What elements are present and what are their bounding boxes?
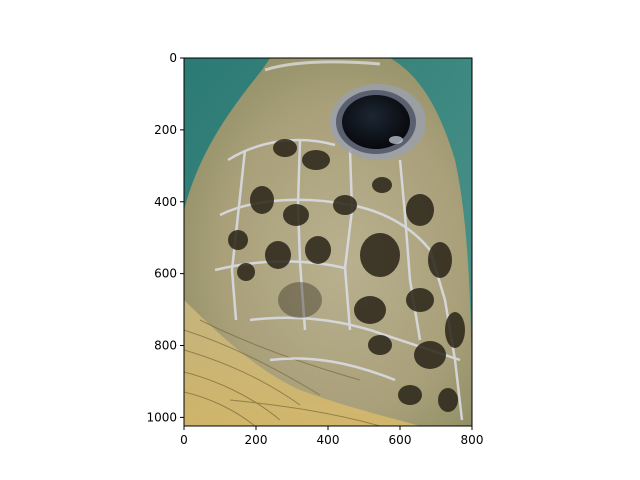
x-tick-label: 800 <box>461 433 484 447</box>
y-tick-label: 800 <box>154 339 177 353</box>
turtle-eye <box>330 84 426 160</box>
y-tick-label: 200 <box>154 123 177 137</box>
x-tick-label: 600 <box>389 433 412 447</box>
x-axis: 0 200 400 600 800 <box>180 426 483 447</box>
y-tick-label: 400 <box>154 195 177 209</box>
y-tick-label: 1000 <box>146 410 177 424</box>
y-tick-label: 600 <box>154 267 177 281</box>
x-tick-label: 400 <box>317 433 340 447</box>
x-tick-label: 200 <box>245 433 268 447</box>
turtle-photo <box>184 58 472 426</box>
x-tick-label: 0 <box>180 433 188 447</box>
y-tick-label: 0 <box>169 51 177 65</box>
y-axis: 0 200 400 600 800 1000 <box>146 51 184 424</box>
